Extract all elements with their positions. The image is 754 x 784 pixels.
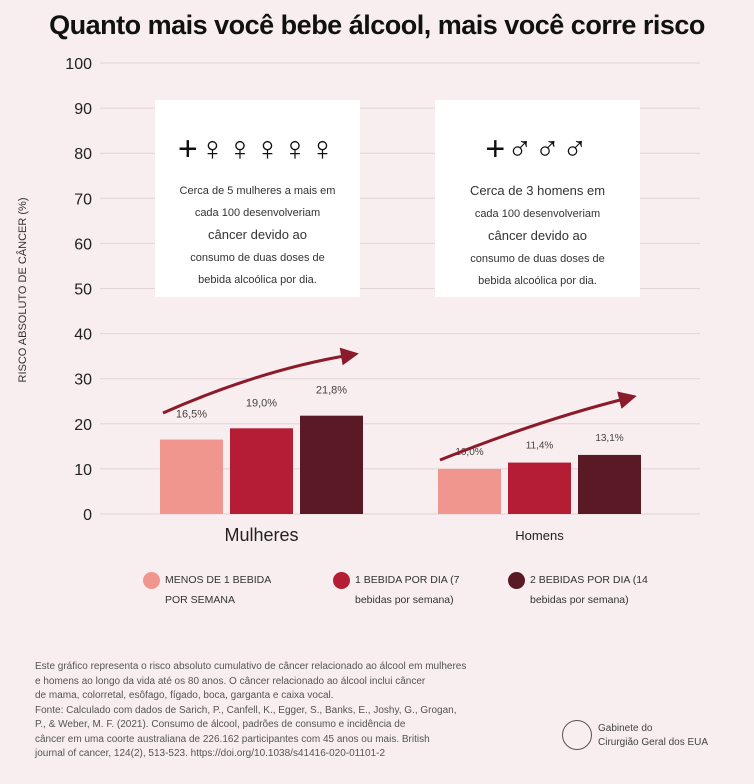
bar-chart: 0 10 20 30 40 50 60 70 80 90 100 RISCO ABSOLUTO DE … — [16, 56, 700, 545]
y-tick-label: 10 — [74, 462, 92, 479]
footnote: Este gráfico representa o risco absoluto… — [35, 660, 466, 762]
data-label: 11,4% — [526, 441, 554, 452]
callout-text: consumo de duas doses de — [190, 252, 325, 264]
y-tick-label: 40 — [74, 327, 92, 344]
logo-line: Cirurgião Geral dos EUA — [598, 737, 709, 748]
data-label: 10,0% — [455, 447, 483, 458]
footnote-line: journal of cancer, 124(2), 513-523. http… — [35, 748, 386, 759]
page-title: Quanto mais você bebe álcool, mais você … — [49, 10, 705, 40]
legend-item-less-than-1: MENOS DE 1 BEBIDA POR SEMANA — [143, 570, 272, 610]
callout-text: cada 100 desenvolveriam — [474, 208, 601, 220]
y-tick-label: 30 — [74, 372, 92, 389]
legend-text: 2 BEBIDAS POR DIA (14 — [530, 574, 648, 586]
y-axis-label: RISCO ABSOLUTO DE CÂNCER (%) — [16, 198, 29, 383]
legend-swatch — [333, 572, 350, 589]
trend-arrow — [162, 347, 359, 415]
data-label: 13,1% — [595, 433, 623, 444]
callout-text: câncer devido ao — [207, 227, 307, 242]
footnote-line: câncer em uma coorte australiana de 226.… — [35, 733, 430, 745]
callout-text: consumo de duas doses de — [470, 253, 605, 265]
x-category-label: Homens — [515, 528, 564, 543]
men-icons: +♂♂♂ — [485, 130, 590, 168]
footnote-line: P., & Weber, M. F. (2021). Consumo de ál… — [35, 719, 406, 730]
bar — [300, 415, 363, 514]
logo-line: Gabinete do — [598, 723, 653, 734]
footnote-line: Fonte: Calculado com dados de Sarich, P.… — [35, 704, 457, 716]
bar — [578, 454, 641, 514]
x-category-label: Mulheres — [224, 525, 298, 545]
y-tick-label: 100 — [65, 56, 92, 73]
y-tick-label: 80 — [74, 146, 92, 163]
callout-text: Cerca de 5 mulheres a mais em — [179, 185, 336, 197]
callout-text: câncer devido ao — [487, 228, 587, 243]
y-tick-label: 0 — [83, 507, 92, 524]
legend-text: 1 BEBIDA POR DIA (7 — [355, 574, 460, 586]
legend-item-2-per-day: 2 BEBIDAS POR DIA (14 bebidas por semana) — [508, 570, 648, 610]
bar — [230, 428, 293, 514]
footnote-line: Este gráfico representa o risco absoluto… — [35, 661, 467, 672]
y-tick-label: 70 — [74, 191, 92, 208]
bar — [160, 439, 223, 514]
legend-swatch — [508, 572, 525, 589]
bar — [508, 462, 571, 514]
callout-text: bebida alcoólica por dia. — [478, 275, 597, 287]
callout-text: Cerca de 3 homens em — [469, 183, 606, 198]
legend-item-1-per-day: 1 BEBIDA POR DIA (7 bebidas por semana) — [333, 570, 460, 610]
data-label: 16,5% — [176, 409, 207, 421]
data-label: 19,0% — [246, 397, 277, 409]
trend-arrow — [439, 391, 637, 462]
footnote-line: de mama, colorretal, esôfago, fígado, bo… — [35, 690, 334, 701]
data-label: 21,8% — [316, 385, 347, 397]
legend-swatch — [143, 572, 160, 589]
legend-text: bebidas por semana) — [530, 594, 629, 606]
footnote-line: e homens ao longo da vida até os 80 anos… — [35, 675, 426, 687]
legend-text: POR SEMANA — [165, 594, 236, 606]
surgeon-general-seal-icon — [562, 720, 592, 750]
callout-men: +♂♂♂ Cerca de 3 homens em cada 100 desenv… — [435, 100, 640, 297]
bar — [438, 468, 501, 514]
callout-text: cada 100 desenvolveriam — [194, 207, 321, 219]
logo-text: Gabinete do Cirurgião Geral dos EUA — [598, 722, 708, 750]
y-tick-label: 90 — [74, 101, 92, 118]
y-tick-label: 20 — [74, 417, 92, 434]
callout-women: +♀♀♀♀♀ Cerca de 5 mulheres a mais em cada… — [155, 100, 360, 297]
women-icons: +♀♀♀♀♀ — [177, 130, 338, 168]
callout-text: bebida alcoólica por dia. — [198, 274, 317, 286]
legend-text: bebidas por semana) — [355, 594, 454, 606]
legend-text: MENOS DE 1 BEBIDA — [165, 574, 272, 586]
y-tick-label: 60 — [74, 236, 92, 253]
y-tick-label: 50 — [74, 282, 92, 299]
